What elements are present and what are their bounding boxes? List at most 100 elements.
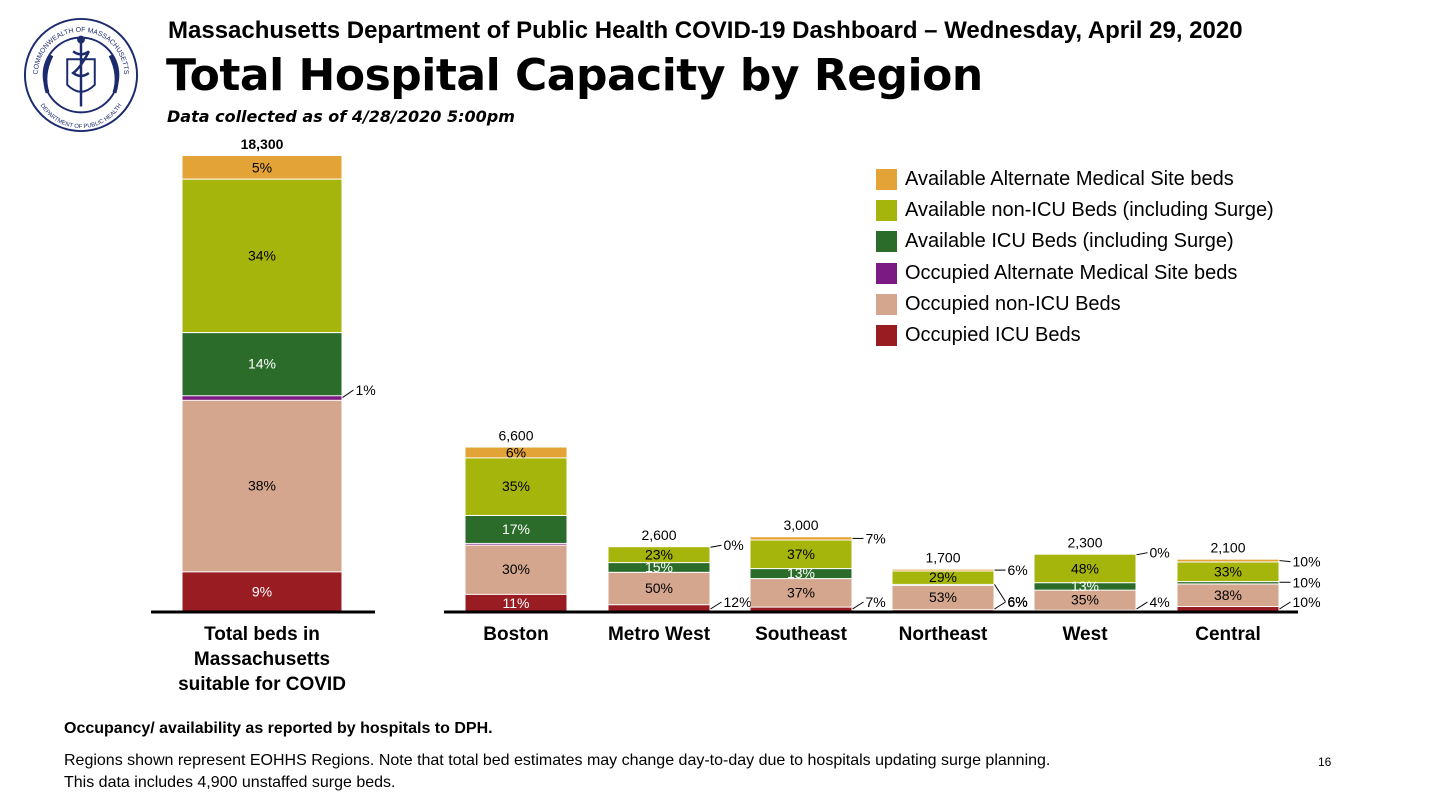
bar-total-label: 18,300 <box>241 136 284 152</box>
legend-swatch <box>876 169 897 191</box>
segment-label: 35% <box>502 478 530 494</box>
bar-segment <box>1034 582 1136 590</box>
dph-seal-logo: COMMONWEALTH OF MASSACHUSETTS DEPARTMENT… <box>23 17 139 133</box>
label-leader-line <box>852 601 864 610</box>
label-leader-line <box>1136 601 1148 610</box>
segment-label: 10% <box>1293 574 1321 590</box>
bar-segment <box>465 514 567 543</box>
bar-segment <box>465 544 567 594</box>
label-leader-line <box>994 601 1006 610</box>
legend-label: Available Alternate Medical Site beds <box>905 168 1234 191</box>
bar-segment <box>182 395 342 400</box>
segment-label: 6% <box>506 444 526 460</box>
category-label: Central <box>1195 624 1260 645</box>
bar-segment <box>892 569 994 571</box>
legend-swatch <box>876 231 897 253</box>
segment-label: 6% <box>1008 594 1028 610</box>
bar-segment <box>1177 561 1279 582</box>
legend-item: Available Alternate Medical Site beds <box>876 164 1274 195</box>
legend-label: Available ICU Beds (including Surge) <box>905 230 1234 253</box>
bar-segment <box>1177 559 1279 562</box>
regions-note: Regions shown represent EOHHS Regions. N… <box>64 750 1050 794</box>
bar-segment <box>750 578 852 607</box>
legend-swatch <box>876 293 897 315</box>
bar-total-label: 3,000 <box>783 517 818 533</box>
bar-segment <box>608 562 710 572</box>
bar-segment <box>182 399 342 572</box>
label-leader-line <box>342 389 354 398</box>
segment-label: 4% <box>1150 594 1170 610</box>
segment-label: 37% <box>787 546 815 562</box>
segment-label: 6% <box>1008 562 1028 578</box>
segment-label: 23% <box>645 547 673 563</box>
segment-label: 0% <box>1150 545 1170 561</box>
page-number: 16 <box>1318 755 1332 769</box>
legend-label: Occupied Alternate Medical Site beds <box>905 261 1238 284</box>
segment-label: 11% <box>503 595 530 611</box>
segment-label: 38% <box>1214 587 1242 603</box>
category-label: Massachusetts <box>194 649 330 670</box>
segment-label: 38% <box>248 478 276 494</box>
bar-segment <box>608 547 710 563</box>
legend-swatch <box>876 262 897 284</box>
category-label: Southeast <box>755 624 848 645</box>
category-label: suitable for COVID <box>178 674 346 695</box>
bar-segment <box>1034 554 1136 583</box>
legend-swatch <box>876 200 897 222</box>
legend-item: Available non-ICU Beds (including Surge) <box>876 195 1274 226</box>
legend-label: Occupied non-ICU Beds <box>905 292 1121 315</box>
bar-total-label: 2,300 <box>1067 535 1102 551</box>
regions-note-line: Regions shown represent EOHHS Regions. N… <box>64 752 1051 769</box>
bar-segment <box>608 571 710 605</box>
bar-segment <box>182 571 342 612</box>
segment-label: 6% <box>1008 594 1028 610</box>
legend-label: Available non-ICU Beds (including Surge) <box>905 199 1274 222</box>
segment-label: 10% <box>1293 594 1321 610</box>
bar-segment <box>465 447 567 458</box>
legend-swatch <box>876 325 897 347</box>
bar-segment <box>182 178 342 333</box>
category-label: West <box>1062 624 1108 645</box>
regions-note-line: This data includes 4,900 unstaffed surge… <box>64 774 396 791</box>
category-label: Metro West <box>608 624 711 645</box>
dashboard-header: Massachusetts Department of Public Healt… <box>168 17 1243 44</box>
legend-item: Available ICU Beds (including Surge) <box>876 226 1274 257</box>
bar-total-label: 6,600 <box>498 428 533 444</box>
page-title: Total Hospital Capacity by Region <box>166 50 983 101</box>
legend-item: Occupied Alternate Medical Site beds <box>876 258 1274 289</box>
segment-label: 5% <box>252 159 272 175</box>
legend-item: Occupied non-ICU Beds <box>876 289 1274 320</box>
bar-segment <box>465 593 567 612</box>
bar-segment <box>1034 589 1136 610</box>
bar-segment <box>750 537 852 540</box>
segment-label: 35% <box>1071 592 1099 608</box>
segment-label: 10% <box>1293 554 1321 570</box>
bar-segment <box>608 604 710 612</box>
category-label: Boston <box>483 624 548 645</box>
segment-label: 9% <box>252 584 272 600</box>
occupancy-note: Occupancy/ availability as reported by h… <box>64 720 493 737</box>
segment-label: 50% <box>645 580 673 596</box>
bar-segment <box>750 539 852 569</box>
bar-segment <box>182 156 342 179</box>
bar-segment <box>182 332 342 396</box>
bar-segment <box>465 457 567 515</box>
bar-segment <box>750 606 852 612</box>
bar-segment <box>1177 581 1279 584</box>
bar-total-label: 2,600 <box>641 527 676 543</box>
segment-label: 7% <box>866 530 886 546</box>
label-leader-line <box>1279 601 1291 610</box>
segment-label: 0% <box>724 537 744 553</box>
segment-label: 53% <box>929 589 957 605</box>
bar-segment <box>892 584 994 610</box>
category-label: Total beds in <box>204 624 320 645</box>
chart-legend: Available Alternate Medical Site beds Av… <box>876 164 1274 351</box>
bar-segment <box>1177 606 1279 612</box>
bar-segment <box>892 570 994 584</box>
data-collected-note: Data collected as of 4/28/2020 5:00pm <box>167 107 515 126</box>
label-leader-line <box>1136 552 1148 556</box>
category-label: Northeast <box>899 624 988 645</box>
segment-label: 48% <box>1071 560 1099 576</box>
label-leader-line <box>1279 560 1291 563</box>
